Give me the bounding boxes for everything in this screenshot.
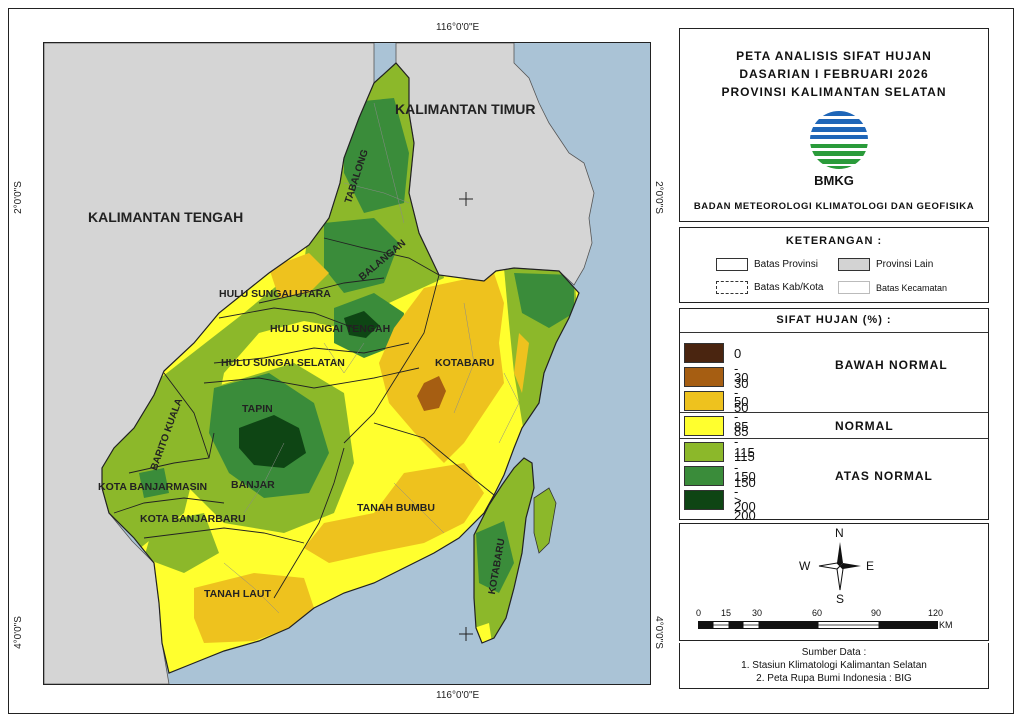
class-title-divider bbox=[680, 332, 988, 333]
class-swatch-2 bbox=[684, 391, 724, 411]
subdistrict-boundaries bbox=[223, 102, 520, 614]
legend-label-provinsi-lain: Provinsi Lain bbox=[876, 259, 934, 270]
class-row-4: 115 - 150 bbox=[684, 440, 756, 490]
class-label-0: 0 - 30 bbox=[734, 346, 749, 391]
source-title: Sumber Data : bbox=[801, 647, 867, 658]
class-row-5: 150 - 200 bbox=[684, 464, 756, 514]
district-boundaries bbox=[113, 237, 495, 599]
lon-label-bottom: 116°0'0"E bbox=[436, 690, 480, 701]
label-hulu-sungai-selatan: HULU SUNGAI SELATAN bbox=[221, 357, 345, 369]
compass-n: N bbox=[835, 526, 844, 540]
label-kota-banjarbaru: KOTA BANJARBARU bbox=[140, 513, 246, 525]
label-kalimantan-timur: KALIMANTAN TIMUR bbox=[395, 101, 536, 117]
class-label-4: 115 - 150 bbox=[734, 445, 756, 490]
group-atas-normal: ATAS NORMAL bbox=[835, 469, 933, 483]
agency-name: BADAN METEOROLOGI KLIMATOLOGI DAN GEOFIS… bbox=[693, 201, 975, 212]
group-bawah-normal: BAWAH NORMAL bbox=[835, 358, 948, 372]
class-swatch-1 bbox=[684, 367, 724, 387]
class-row-3: 85 - 115 bbox=[684, 414, 755, 464]
lat-label-right-4: 4°0'0"S bbox=[652, 616, 664, 649]
class-swatch-6 bbox=[684, 490, 724, 510]
title-line-2: DASARIAN I FEBRUARI 2026 bbox=[739, 67, 929, 81]
source-line-1: 1. Stasiun Klimatologi Kalimantan Selata… bbox=[741, 660, 927, 671]
lat-label-left-2: 2°0'0"S bbox=[12, 181, 24, 214]
class-label-5: 150 - 200 bbox=[734, 469, 756, 514]
label-kotabaru: KOTABARU bbox=[435, 357, 495, 369]
class-row-6: > 200 bbox=[684, 488, 756, 523]
rainfall-class-panel: SIFAT HUJAN (%) : 0 - 30 30 - 50 50 - 85… bbox=[679, 308, 989, 523]
compass-w: W bbox=[799, 559, 811, 573]
scale-tick-120: 120 bbox=[928, 608, 944, 618]
class-panel-title: SIFAT HUJAN (%) : bbox=[776, 314, 892, 326]
class-swatch-3 bbox=[684, 416, 724, 436]
legend-panel: KETERANGAN : Batas Provinsi Provinsi Lai… bbox=[679, 227, 989, 303]
scale-tick-60: 60 bbox=[812, 608, 823, 618]
legend-label-kecamatan: Batas Kecamatan bbox=[876, 283, 948, 293]
label-hulu-sungai-tengah: HULU SUNGAI TENGAH bbox=[270, 323, 391, 335]
compass-scale-panel: N S W E 0 15 30 60 90 120 KM bbox=[679, 523, 989, 641]
class-divider-1 bbox=[680, 412, 988, 413]
province-boundary bbox=[101, 62, 580, 674]
scale-tick-15: 15 bbox=[721, 608, 732, 618]
scale-tick-30: 30 bbox=[752, 608, 763, 618]
source-panel: Sumber Data : 1. Stasiun Klimatologi Kal… bbox=[679, 643, 989, 689]
bmkg-logo-text: BMKG bbox=[814, 173, 854, 188]
label-kalimantan-tengah: KALIMANTAN TENGAH bbox=[88, 209, 244, 225]
class-row-1: 30 - 50 bbox=[684, 365, 748, 415]
legend-swatch-provinsi-lain bbox=[838, 258, 870, 271]
legend-swatch-kabkota bbox=[716, 281, 748, 294]
lon-label-top: 116°0'0"E bbox=[436, 22, 480, 33]
class-swatch-4 bbox=[684, 442, 724, 462]
scale-tick-90: 90 bbox=[871, 608, 882, 618]
legend-label-kabkota: Batas Kab/Kota bbox=[754, 282, 824, 293]
legend-swatch-provinsi bbox=[716, 258, 748, 271]
label-tapin: TAPIN bbox=[242, 403, 273, 415]
class-row-0: 0 - 30 bbox=[684, 341, 748, 391]
label-tanah-bumbu: TANAH BUMBU bbox=[357, 502, 435, 514]
label-tanah-laut: TANAH LAUT bbox=[204, 588, 271, 600]
map-svg bbox=[44, 43, 595, 684]
small-island bbox=[533, 487, 557, 554]
scale-unit: KM bbox=[939, 620, 953, 630]
legend-swatch-kecamatan bbox=[838, 281, 870, 294]
class-label-2: 50 - 85 bbox=[734, 394, 749, 439]
title-panel: PETA ANALISIS SIFAT HUJAN DASARIAN I FEB… bbox=[679, 28, 989, 222]
lat-label-right-2: 2°0'0"S bbox=[652, 181, 664, 214]
compass-s: S bbox=[836, 592, 845, 606]
lat-label-left-4: 4°0'0"S bbox=[12, 616, 24, 649]
title-line-3: PROVINSI KALIMANTAN SELATAN bbox=[721, 85, 947, 99]
class-label-1: 30 - 50 bbox=[734, 370, 749, 415]
map-frame bbox=[8, 8, 1014, 714]
legend-title: KETERANGAN : bbox=[785, 235, 883, 247]
class-swatch-5 bbox=[684, 466, 724, 486]
graticule-crosses bbox=[459, 192, 473, 641]
compass-e: E bbox=[866, 559, 875, 573]
label-kota-banjarmasin: KOTA BANJARMASIN bbox=[98, 481, 208, 493]
class-divider-2 bbox=[680, 438, 988, 439]
bmkg-logo-icon bbox=[810, 111, 868, 169]
group-normal: NORMAL bbox=[835, 419, 894, 433]
rainfall-map: KALIMANTAN TIMUR KALIMANTAN TENGAH TABAL… bbox=[43, 42, 651, 685]
north-arrow-icon bbox=[818, 542, 861, 591]
island-boundary bbox=[473, 457, 535, 644]
legend-label-provinsi: Batas Provinsi bbox=[754, 259, 818, 270]
class-label-3: 85 - 115 bbox=[734, 419, 755, 464]
class-swatch-0 bbox=[684, 343, 724, 363]
source-line-2: 2. Peta Rupa Bumi Indonesia : BIG bbox=[756, 673, 912, 684]
title-line-1: PETA ANALISIS SIFAT HUJAN bbox=[736, 49, 932, 63]
scale-bar bbox=[698, 621, 938, 629]
label-hulu-sungai-utara: HULU SUNGAI UTARA bbox=[219, 288, 331, 300]
label-banjar: BANJAR bbox=[231, 479, 275, 491]
class-label-6: > 200 bbox=[734, 493, 756, 523]
scale-tick-0: 0 bbox=[696, 608, 702, 618]
class-row-2: 50 - 85 bbox=[684, 389, 748, 439]
